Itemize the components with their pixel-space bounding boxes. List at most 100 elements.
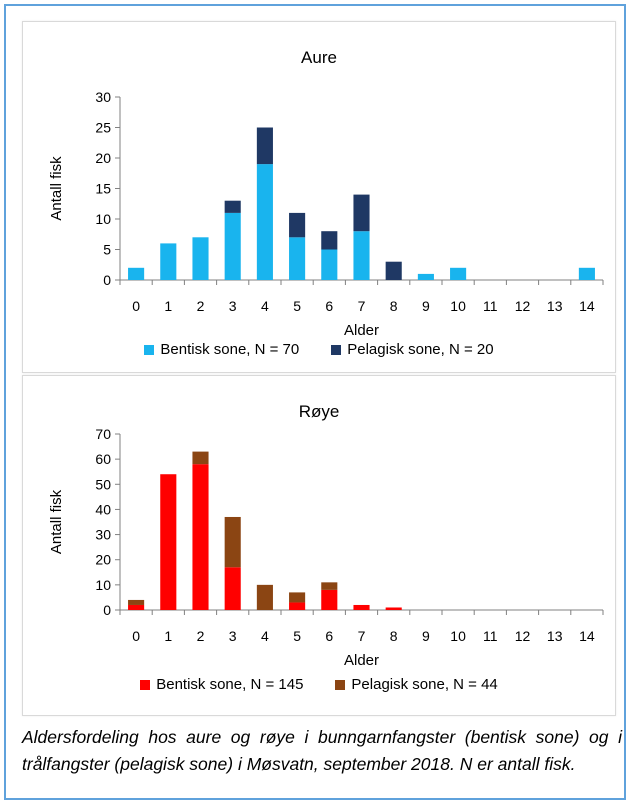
bar — [256, 164, 273, 280]
bar — [224, 516, 241, 568]
y-tick-label: 10 — [95, 577, 111, 593]
legend-label: Bentisk sone, N = 70 — [160, 341, 300, 358]
x-tick-label: 8 — [390, 298, 398, 314]
bar — [385, 607, 402, 610]
bar — [256, 584, 273, 610]
bar — [417, 273, 434, 280]
chart-legend: Bentisk sone, N = 145 Pelagisk sone, N =… — [23, 676, 615, 693]
x-tick-label: 3 — [229, 298, 237, 314]
y-tick-label: 70 — [95, 426, 111, 442]
legend-label: Pelagisk sone, N = 44 — [351, 676, 498, 693]
bar — [385, 261, 402, 280]
bar — [289, 237, 306, 280]
bar — [192, 464, 209, 610]
legend-label: Pelagisk sone, N = 20 — [347, 341, 494, 358]
x-tick-label: 5 — [293, 628, 301, 644]
x-tick-label: 3 — [229, 628, 237, 644]
x-tick-label: 11 — [483, 298, 498, 314]
chart-legend: Bentisk sone, N = 70 Pelagisk sone, N = … — [23, 341, 615, 358]
legend-swatch — [335, 679, 346, 690]
x-tick-label: 9 — [422, 298, 430, 314]
legend-item: Bentisk sone, N = 145 — [140, 676, 303, 693]
x-tick-label: 11 — [483, 628, 498, 644]
x-tick-label: 7 — [358, 628, 366, 644]
y-tick-label: 30 — [95, 89, 111, 105]
x-tick-label: 1 — [164, 628, 172, 644]
bar — [450, 267, 467, 280]
legend-swatch — [331, 344, 342, 355]
y-tick-label: 30 — [95, 527, 111, 543]
x-tick-label: 12 — [515, 298, 531, 314]
y-tick-label: 20 — [95, 552, 111, 568]
x-tick-label: 13 — [547, 628, 563, 644]
bar — [353, 231, 370, 280]
x-tick-label: 0 — [132, 298, 140, 314]
y-tick-label: 5 — [103, 242, 111, 258]
y-tick-label: 15 — [95, 181, 111, 197]
bar — [321, 231, 338, 250]
bar — [578, 267, 595, 280]
legend-label: Bentisk sone, N = 145 — [156, 676, 304, 693]
x-tick-label: 7 — [358, 298, 366, 314]
y-tick-label: 25 — [95, 120, 111, 136]
x-tick-label: 10 — [450, 628, 466, 644]
bar — [128, 267, 145, 280]
x-tick-label: 14 — [579, 628, 595, 644]
x-tick-label: 10 — [450, 298, 466, 314]
x-tick-label: 14 — [579, 298, 595, 314]
bar — [321, 589, 338, 610]
legend-item: Bentisk sone, N = 70 — [144, 341, 299, 358]
x-tick-label: 8 — [390, 628, 398, 644]
x-axis-title: Alder — [344, 322, 379, 339]
legend-item: Pelagisk sone, N = 20 — [331, 341, 494, 358]
x-tick-label: 13 — [547, 298, 563, 314]
bar — [224, 212, 241, 280]
bar — [160, 243, 177, 280]
y-tick-label: 50 — [95, 476, 111, 492]
legend-swatch — [144, 344, 155, 355]
bar — [192, 451, 209, 465]
bar — [321, 582, 338, 590]
x-tick-label: 4 — [261, 298, 269, 314]
chart-panel-roye: Røye 0 10 20 30 40 50 60 70 0 1 2 3 4 5 6 7 8 9 10 11 12 13 14… — [22, 375, 616, 716]
figure-frame: Aure 0 5 10 15 20 25 30 0 1 2 3 4 5 6 7 8 9 10 11 12 13 14 Ald… — [4, 4, 626, 800]
x-tick-label: 9 — [422, 628, 430, 644]
x-tick-label: 6 — [325, 298, 333, 314]
x-tick-label: 0 — [132, 628, 140, 644]
y-axis-title: Antall fisk — [48, 156, 65, 221]
y-tick-label: 10 — [95, 211, 111, 227]
x-tick-label: 2 — [197, 298, 205, 314]
bar — [224, 567, 241, 610]
bar — [192, 237, 209, 280]
bar — [289, 212, 306, 238]
x-tick-label: 4 — [261, 628, 269, 644]
y-axis-title: Antall fisk — [48, 489, 65, 554]
bar — [256, 127, 273, 165]
x-axis-title: Alder — [344, 652, 379, 669]
x-tick-label: 1 — [164, 298, 172, 314]
bar — [160, 474, 177, 610]
chart-panel-aure: Aure 0 5 10 15 20 25 30 0 1 2 3 4 5 6 7 8 9 10 11 12 13 14 Ald… — [22, 21, 616, 373]
bar — [289, 592, 306, 603]
chart-title: Røye — [298, 402, 340, 421]
bar — [353, 604, 370, 610]
y-tick-label: 0 — [103, 602, 111, 618]
legend-swatch — [140, 679, 151, 690]
bar — [128, 599, 145, 605]
y-tick-label: 60 — [95, 451, 111, 467]
x-tick-label: 2 — [197, 628, 205, 644]
y-tick-label: 0 — [103, 272, 111, 288]
bar — [321, 249, 338, 280]
bar — [353, 194, 370, 232]
bar — [128, 604, 145, 610]
y-tick-label: 20 — [95, 150, 111, 166]
chart-title: Aure — [301, 48, 337, 67]
legend-item: Pelagisk sone, N = 44 — [335, 676, 498, 693]
y-tick-label: 40 — [95, 501, 111, 517]
bar — [224, 200, 241, 213]
x-tick-label: 5 — [293, 298, 301, 314]
bar — [289, 602, 306, 610]
x-tick-label: 12 — [515, 628, 531, 644]
